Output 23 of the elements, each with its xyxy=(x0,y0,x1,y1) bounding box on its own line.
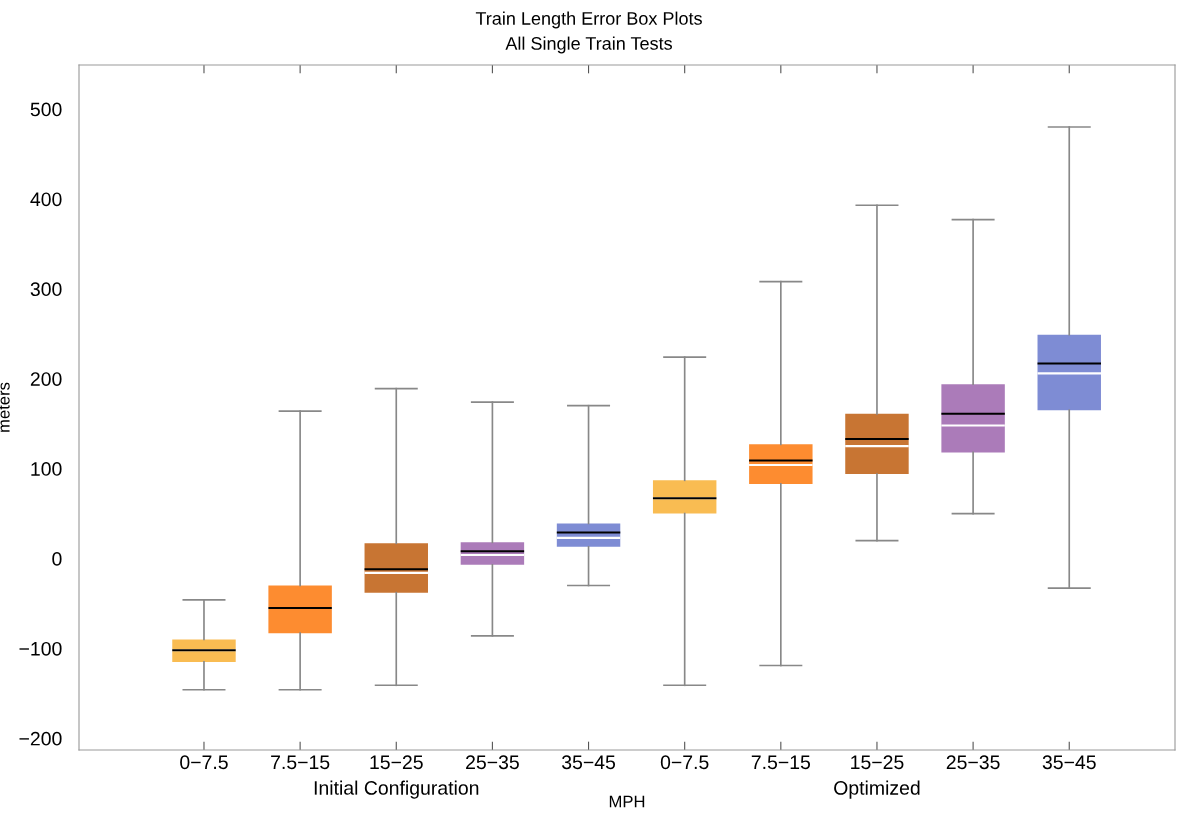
y-tick-label: −200 xyxy=(19,731,62,746)
x-tick-label: 0−7.5 xyxy=(660,755,709,770)
y-tick-label: 500 xyxy=(30,102,62,117)
text: Initial Configuration xyxy=(314,780,479,799)
x-axis-title: MPH xyxy=(609,795,645,808)
chart-subtitle: All Single Train Tests xyxy=(505,36,672,54)
x-tick-label: 25−35 xyxy=(466,755,519,770)
x-tick-label: 15−25 xyxy=(851,755,904,770)
x-tick-label: 35−45 xyxy=(561,755,616,770)
x-tick-label: 7.5−15 xyxy=(751,755,811,770)
y-tick-label: 200 xyxy=(30,372,62,386)
chart-title: Train Length Error Box Plots xyxy=(475,11,702,29)
x-tick-label: 25−35 xyxy=(946,755,1000,770)
text: Optimized xyxy=(834,780,920,799)
x-tick-label: 0−7.5 xyxy=(180,755,228,770)
x-tick-label: 7.5−15 xyxy=(271,755,330,770)
y-tick-label: −100 xyxy=(19,641,62,656)
y-tick-label: 100 xyxy=(31,462,62,476)
y-tick-label: 0 xyxy=(52,551,62,566)
y-tick-label: 300 xyxy=(30,282,62,297)
y-tick-label: 400 xyxy=(30,192,62,207)
x-tick-label: 35−45 xyxy=(1042,755,1096,770)
x-tick-label: 15−25 xyxy=(370,755,423,770)
